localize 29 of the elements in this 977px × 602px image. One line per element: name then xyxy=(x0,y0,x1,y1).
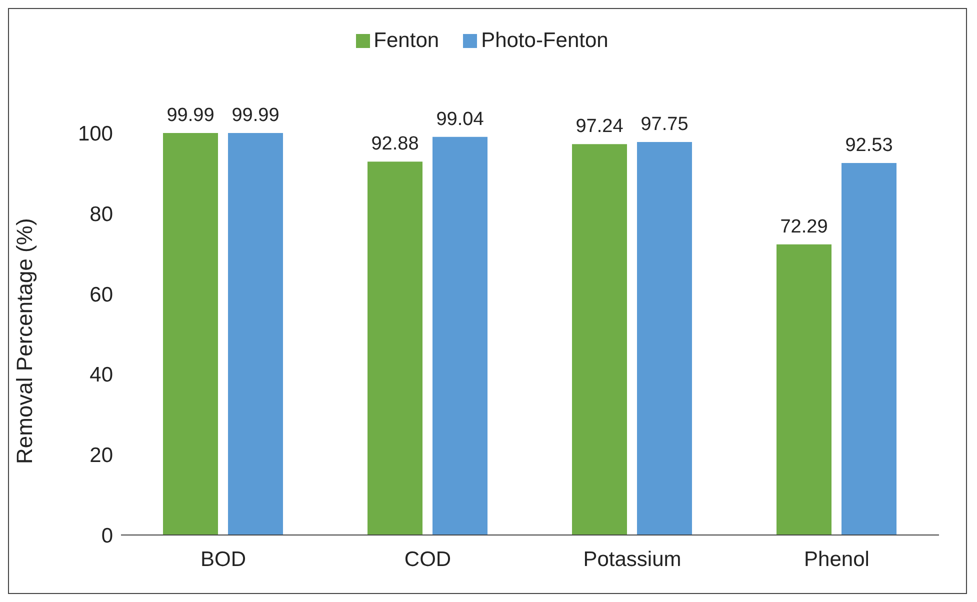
bar xyxy=(432,136,488,535)
data-label: 99.99 xyxy=(166,105,214,126)
legend-label: Fenton xyxy=(374,29,440,52)
data-label: 92.88 xyxy=(371,134,419,155)
x-tick-label: Phenol xyxy=(804,548,870,571)
data-label: 92.53 xyxy=(845,135,893,156)
x-tick-label: BOD xyxy=(200,548,246,571)
bar xyxy=(368,162,422,535)
bar xyxy=(637,142,692,535)
legend-label: Photo-Fenton xyxy=(481,29,608,52)
y-tick-label: 100 xyxy=(78,122,113,146)
data-label: 97.75 xyxy=(640,114,688,136)
data-label: 99.04 xyxy=(436,108,484,130)
bar xyxy=(776,244,832,535)
data-label: 97.24 xyxy=(576,116,624,138)
y-tick-label: 20 xyxy=(90,444,113,468)
data-label: 72.29 xyxy=(780,216,828,238)
y-tick-label: 80 xyxy=(90,202,113,226)
bar xyxy=(228,133,283,535)
x-tick-label: Potassium xyxy=(583,548,682,571)
bar xyxy=(842,163,896,535)
data-label: 99.99 xyxy=(232,105,280,126)
bar xyxy=(163,133,218,535)
bar xyxy=(572,144,627,535)
y-tick-label: 0 xyxy=(101,524,113,548)
y-tick-label: 60 xyxy=(90,283,113,306)
y-tick-label: 40 xyxy=(90,364,113,387)
x-tick-label: COD xyxy=(404,548,452,571)
y-axis-title: Removal Percentage (%) xyxy=(12,218,37,464)
